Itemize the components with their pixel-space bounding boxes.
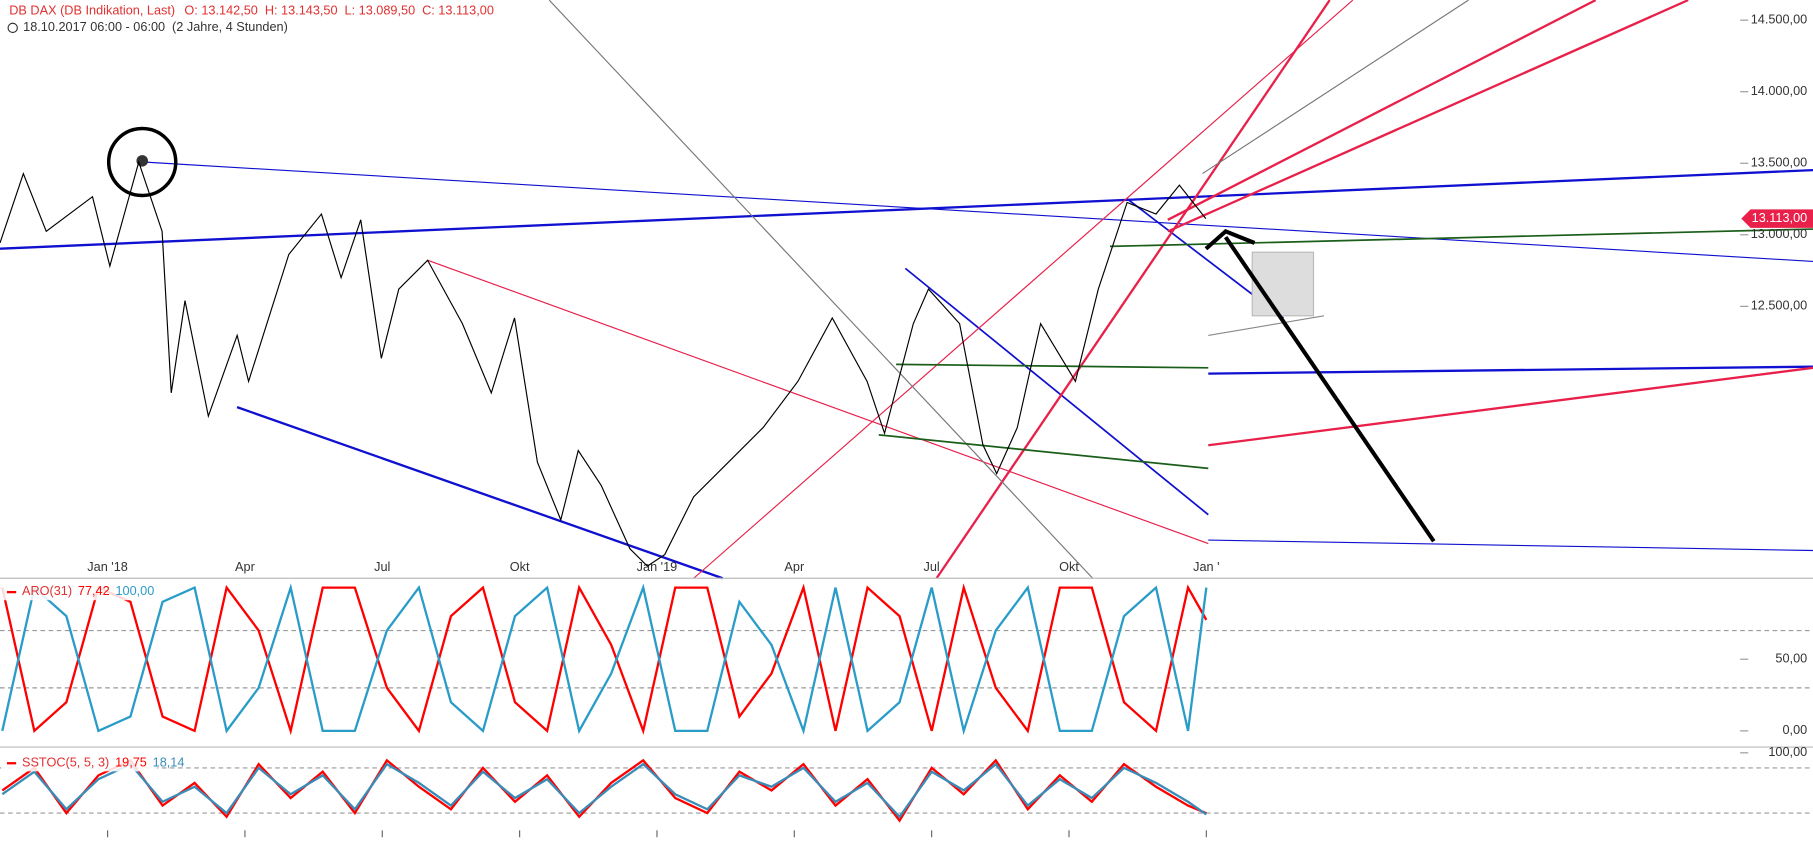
legend: ARO(31) 77,42 100,00 <box>22 583 154 598</box>
x-tick-label: Jan '18 <box>87 559 128 574</box>
trendline <box>236 406 724 580</box>
y-tick-label: 50,00 <box>1775 651 1807 666</box>
legend-label: ARO(31) <box>22 583 72 598</box>
legend-box <box>1 582 158 601</box>
header: DB DAX (DB Indikation, Last) O: 13.142,50… <box>9 3 494 18</box>
low: L: 13.089,50 <box>345 3 416 18</box>
last-price-label: 13.113,00 <box>1752 210 1808 225</box>
series-line <box>1 583 1208 736</box>
x-tick-label: Jan ' <box>1193 559 1219 574</box>
trendline <box>1208 539 1813 552</box>
subheader: 18.10.2017 06:00 - 06:00 (2 Jahre, 4 Stun… <box>23 19 288 34</box>
trendline <box>1167 0 1597 221</box>
y-tick-label: 14.500,00 <box>1751 12 1808 27</box>
trendline <box>1202 0 1469 175</box>
trendline <box>878 434 1209 470</box>
arrow-head <box>1204 229 1256 251</box>
y-tick-label: 12.500,00 <box>1751 298 1808 313</box>
y-tick-label: 14.000,00 <box>1751 83 1808 98</box>
trendline <box>1167 0 1689 233</box>
date: 18.10.2017 06:00 - 06:00 <box>23 19 165 34</box>
instrument: DB DAX (DB Indikation, Last) <box>9 3 175 18</box>
period: (2 Jahre, 4 Stunden) <box>172 19 288 34</box>
close: C: 13.113,00 <box>422 3 494 18</box>
y-tick-label: 13.000,00 <box>1751 226 1808 241</box>
last-price-marker <box>1741 209 1813 228</box>
x-tick-label: Jul <box>924 559 940 574</box>
high: H: 13.143,50 <box>265 3 338 18</box>
legend: SSTOC(5, 5, 3) 19,75 18,14 <box>22 755 184 770</box>
trendline <box>896 363 1209 369</box>
legend-value: 77,42 <box>78 583 110 598</box>
arrow <box>1223 236 1436 543</box>
series-line <box>0 160 1207 567</box>
x-tick-label: Okt <box>1059 559 1079 574</box>
trendline <box>693 0 1354 579</box>
y-tick-label: 100,00 <box>1768 744 1807 759</box>
trendline <box>1208 315 1325 337</box>
trendline <box>427 259 1209 545</box>
panel-legend: SSTOC(5, 5, 3) 19,75 18,14 <box>1 754 184 772</box>
legend-value: 18,14 <box>153 755 185 770</box>
open: O: 13.142,50 <box>184 3 257 18</box>
x-tick-label: Apr <box>784 559 805 574</box>
circle-marker <box>106 126 178 198</box>
x-tick-label: Okt <box>510 559 530 574</box>
legend-value: 100,00 <box>115 583 154 598</box>
series-line <box>1 583 1208 736</box>
legend-value: 19,75 <box>115 755 147 770</box>
x-tick-label: Jul <box>374 559 390 574</box>
y-tick-label: 13.500,00 <box>1751 155 1808 170</box>
series-line <box>1 762 1207 819</box>
legend-box <box>1 754 158 772</box>
trendline <box>1208 365 1813 375</box>
x-tick-label: Jan '19 <box>637 559 678 574</box>
trendline <box>1109 228 1813 248</box>
trendline <box>548 0 1094 579</box>
y-tick-label: 0,00 <box>1782 722 1807 737</box>
trendline <box>143 161 1813 263</box>
legend-label: SSTOC(5, 5, 3) <box>22 755 109 770</box>
trendline <box>1208 366 1813 447</box>
trendline <box>904 267 1209 516</box>
clock-icon <box>7 22 18 34</box>
highlight-box <box>1251 251 1315 317</box>
trendline <box>0 168 1813 250</box>
x-tick-label: Apr <box>235 559 256 574</box>
panel-legend: ARO(31) 77,42 100,00 <box>1 582 158 601</box>
trendlines <box>0 0 1813 580</box>
